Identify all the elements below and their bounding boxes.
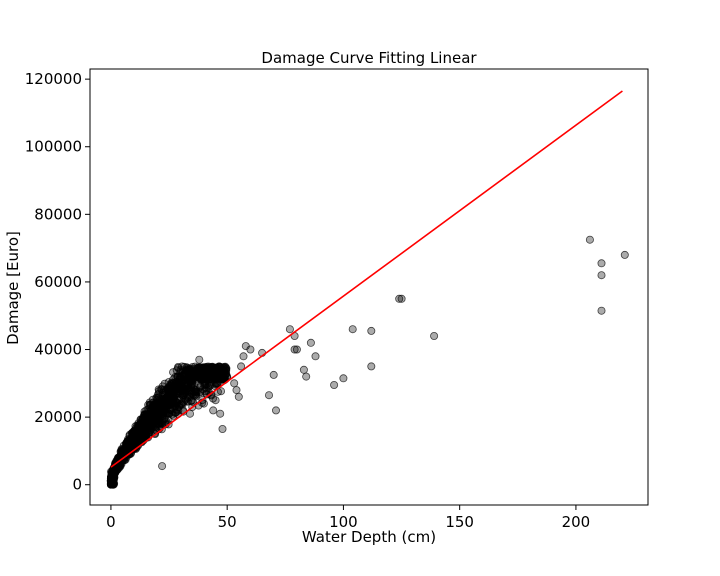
data-point (174, 381, 183, 390)
data-point (185, 409, 194, 418)
data-point (140, 413, 149, 422)
data-point (153, 402, 162, 411)
data-point (292, 345, 301, 354)
data-point (367, 362, 376, 371)
data-point (597, 271, 606, 280)
data-point (148, 413, 157, 422)
x-tick-label: 100 (329, 513, 358, 531)
data-point (212, 363, 221, 372)
data-point (597, 306, 606, 315)
data-point (172, 390, 181, 399)
plot-marks (106, 235, 629, 489)
y-tick-label: 0 (72, 476, 82, 494)
x-tick-label: 150 (445, 513, 474, 531)
data-point (197, 365, 206, 374)
y-tick-label: 40000 (34, 341, 82, 359)
data-point (165, 409, 174, 418)
x-axis-label: Water Depth (cm) (302, 528, 436, 546)
data-point (213, 379, 222, 388)
data-point (141, 419, 150, 428)
y-tick-label: 120000 (25, 70, 82, 88)
y-axis-label: Damage [Euro] (4, 231, 22, 345)
data-point (184, 366, 193, 375)
data-point (269, 370, 278, 379)
data-point (620, 250, 629, 259)
data-point (195, 355, 204, 364)
data-point (241, 342, 250, 351)
data-point (204, 375, 213, 384)
data-point (285, 325, 294, 334)
data-point (264, 391, 273, 400)
chart-title: Damage Curve Fitting Linear (261, 49, 477, 67)
data-point (155, 419, 164, 428)
data-point (290, 345, 299, 354)
data-point (218, 424, 227, 433)
data-point (106, 480, 115, 489)
data-point (158, 462, 167, 471)
y-tick-label: 20000 (34, 408, 82, 426)
data-point (306, 338, 315, 347)
data-point (367, 326, 376, 335)
data-point (211, 396, 220, 405)
data-point (395, 294, 404, 303)
data-point (218, 369, 227, 378)
y-tick-label: 100000 (25, 138, 82, 156)
data-point (179, 372, 188, 381)
axes: 0 50 100 150 200 0 20000 40000 60000 80000 100000 1… (25, 68, 649, 531)
data-point (130, 433, 139, 442)
x-tick-label: 0 (106, 513, 116, 531)
data-point (397, 294, 406, 303)
data-point (171, 399, 180, 408)
data-point (299, 365, 308, 374)
data-point (162, 392, 171, 401)
data-point (585, 235, 594, 244)
data-point (183, 379, 192, 388)
data-point (183, 397, 192, 406)
data-point (216, 409, 225, 418)
data-point (302, 372, 311, 381)
x-tick-label: 50 (218, 513, 237, 531)
data-point (163, 384, 172, 393)
data-point (430, 331, 439, 340)
data-point (339, 374, 348, 383)
y-tick-label: 60000 (34, 273, 82, 291)
data-point (194, 375, 203, 384)
data-point (199, 399, 208, 408)
data-point (169, 382, 178, 391)
data-point (237, 362, 246, 371)
data-point (239, 352, 248, 361)
data-point (597, 259, 606, 268)
data-point (232, 386, 241, 395)
data-point (311, 352, 320, 361)
data-point (271, 406, 280, 415)
data-point (330, 380, 339, 389)
x-tick-label: 200 (562, 513, 591, 531)
data-point (209, 406, 218, 415)
data-point (230, 379, 239, 388)
data-point (176, 389, 185, 398)
data-point (209, 363, 218, 372)
plot-area (106, 90, 629, 489)
data-point (174, 406, 183, 415)
data-point (348, 325, 357, 334)
data-point (153, 395, 162, 404)
data-point (203, 366, 212, 375)
data-point (216, 387, 225, 396)
y-tick-label: 80000 (34, 205, 82, 223)
fit-line (110, 90, 623, 468)
plot-frame (89, 68, 649, 506)
data-point (182, 366, 191, 375)
data-point (190, 382, 199, 391)
data-point (188, 389, 197, 398)
data-point (234, 392, 243, 401)
